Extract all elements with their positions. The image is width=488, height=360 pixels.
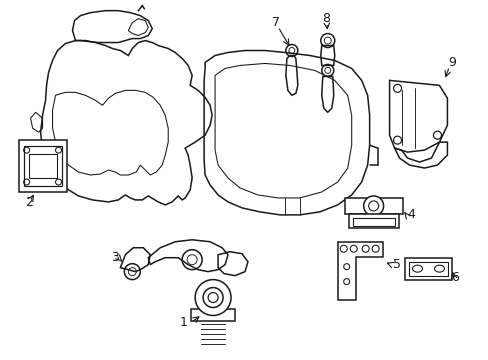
- Polygon shape: [337, 242, 382, 300]
- Bar: [191, 310, 235, 321]
- Bar: [407, 262, 447, 276]
- Text: 5: 5: [392, 258, 400, 271]
- Text: 1: 1: [179, 316, 187, 329]
- Circle shape: [363, 196, 383, 216]
- Bar: [348, 214, 398, 228]
- Text: 2: 2: [24, 197, 33, 210]
- Text: 7: 7: [271, 16, 279, 29]
- Bar: [404, 258, 451, 280]
- Text: 9: 9: [447, 56, 455, 69]
- Bar: [352, 218, 394, 226]
- Text: 4: 4: [407, 208, 415, 221]
- Text: 6: 6: [450, 271, 458, 284]
- Bar: [19, 140, 66, 192]
- Text: 3: 3: [111, 251, 119, 264]
- Bar: [29, 154, 57, 178]
- Text: 8: 8: [321, 12, 329, 25]
- Bar: [344, 198, 402, 214]
- Circle shape: [195, 280, 230, 315]
- Bar: [23, 146, 61, 186]
